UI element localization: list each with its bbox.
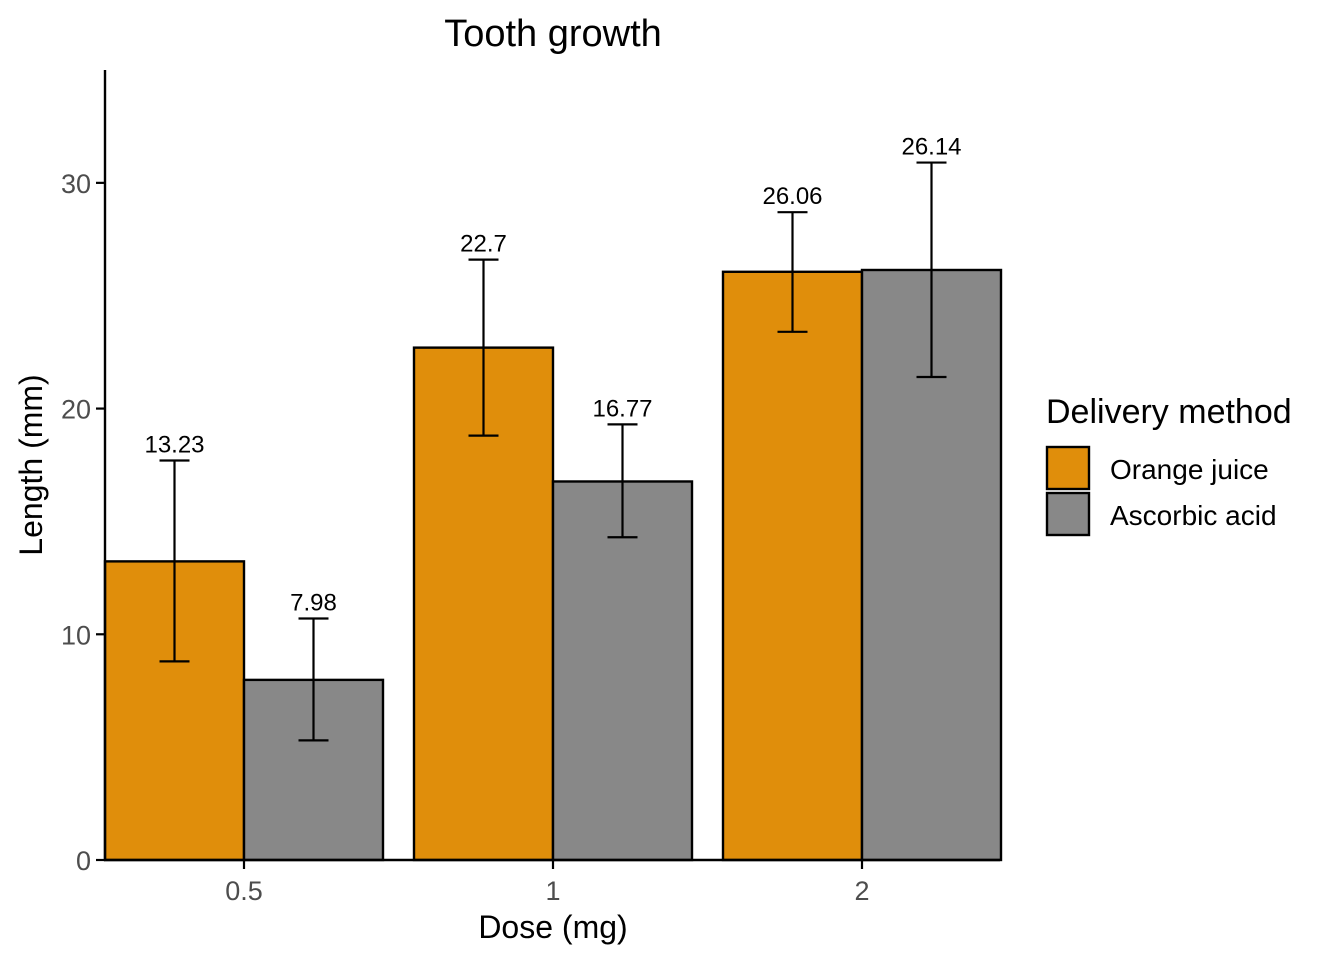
- y-ticks-layer: 0 10 20 30: [61, 169, 105, 876]
- legend-label-orange-juice: Orange juice: [1110, 454, 1269, 485]
- data-label-ascorbic-acid-0.5: 7.98: [290, 589, 337, 616]
- legend-label-ascorbic-acid: Ascorbic acid: [1110, 500, 1277, 531]
- data-label-orange-juice-0.5: 13.23: [144, 431, 204, 458]
- data-label-ascorbic-acid-1: 16.77: [592, 395, 652, 422]
- x-tick-label-0.5: 0.5: [225, 876, 263, 906]
- y-tick-label-30: 30: [61, 169, 91, 199]
- legend-item-ascorbic-acid: Ascorbic acid: [1045, 491, 1277, 537]
- legend: Delivery method Orange juice Ascorbic aci…: [1045, 393, 1292, 537]
- x-tick-label-1: 1: [545, 876, 560, 906]
- error-bar-ascorbic-acid-1: [607, 423, 638, 539]
- error-bar-ascorbic-acid-2: [916, 161, 947, 379]
- y-axis-title: Length (mm): [13, 374, 49, 555]
- data-label-ascorbic-acid-2: 26.14: [901, 134, 961, 161]
- legend-items: Orange juice Ascorbic acid: [1045, 445, 1277, 537]
- chart-title: Tooth growth: [444, 13, 662, 55]
- error-bar-orange-juice-0.5: [159, 459, 190, 663]
- y-tick-label-0: 0: [76, 846, 91, 876]
- legend-swatch-ascorbic-acid: [1045, 491, 1091, 537]
- error-bars-layer: [159, 161, 947, 742]
- error-bar-orange-juice-2: [777, 211, 808, 333]
- data-label-orange-juice-1: 22.7: [460, 231, 507, 258]
- x-tick-label-2: 2: [854, 876, 869, 906]
- bars-layer: [103, 268, 1003, 862]
- y-tick-label-20: 20: [61, 395, 91, 425]
- x-ticks-layer: 0.5 1 2: [225, 860, 870, 906]
- data-labels-layer: 13.23 7.98 22.7 16.77 26.06 26.14: [144, 134, 961, 617]
- bar-orange-juice-2: [721, 270, 864, 862]
- data-label-orange-juice-2: 26.06: [762, 183, 822, 210]
- x-axis-title: Dose (mg): [478, 909, 627, 945]
- legend-title: Delivery method: [1046, 393, 1292, 431]
- error-bar-orange-juice-1: [468, 258, 499, 437]
- error-bar-ascorbic-acid-0.5: [298, 617, 329, 742]
- bar-ascorbic-acid-1: [551, 480, 694, 862]
- legend-swatch-orange-juice: [1045, 445, 1091, 491]
- y-tick-label-10: 10: [61, 620, 91, 650]
- legend-item-orange-juice: Orange juice: [1045, 445, 1269, 491]
